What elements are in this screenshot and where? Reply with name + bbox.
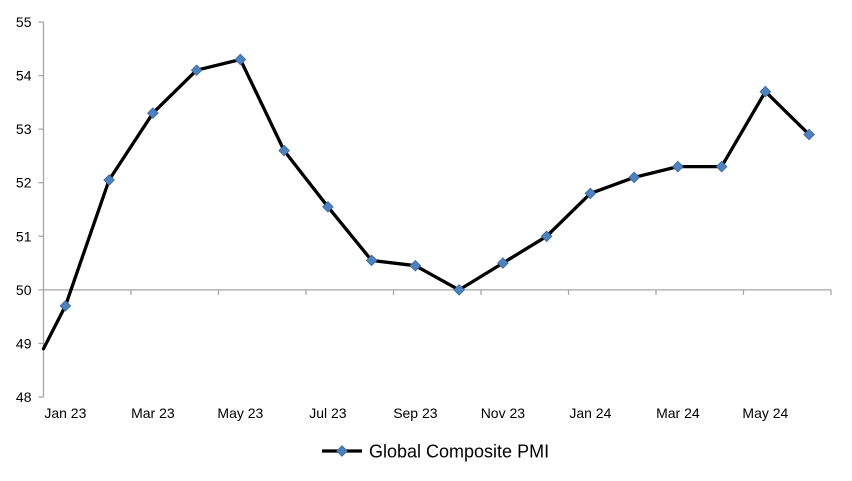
x-tick-label: Mar 23	[131, 405, 175, 421]
data-point-marker	[409, 259, 422, 272]
data-point-marker	[234, 53, 247, 66]
data-point-marker	[759, 85, 772, 98]
data-point-marker	[715, 160, 728, 173]
x-tick-label: Jul 23	[309, 405, 347, 421]
x-tick-label: Sep 23	[393, 405, 438, 421]
data-point-marker	[365, 254, 378, 267]
data-point-marker	[278, 144, 290, 157]
legend-diamond-marker-icon	[336, 445, 348, 457]
y-tick-label: 51	[16, 228, 32, 244]
x-tick-label: Jan 23	[44, 405, 86, 421]
series-group	[41, 53, 815, 351]
pmi-series-line	[41, 57, 811, 351]
y-tick-label: 53	[16, 121, 32, 137]
data-point-marker	[453, 284, 465, 296]
y-tick-label: 48	[16, 389, 32, 405]
y-tick-label: 54	[16, 68, 32, 84]
x-tick-label: Mar 24	[656, 405, 700, 421]
y-tick-label: 50	[16, 282, 32, 298]
data-point-marker	[672, 160, 684, 173]
y-tick-label: 55	[16, 14, 32, 30]
data-point-marker	[190, 64, 203, 77]
data-point-marker	[584, 187, 597, 200]
data-point-marker	[147, 107, 159, 119]
x-tick-label: May 23	[217, 405, 263, 421]
y-tick-label: 52	[16, 175, 32, 191]
x-tick-label: Jan 24	[569, 405, 611, 421]
x-tick-label: May 24	[742, 405, 788, 421]
legend: Global Composite PMI	[322, 442, 549, 462]
data-point-marker	[540, 230, 553, 243]
x-tick-label: Nov 23	[481, 405, 526, 421]
axis-labels-group: 55 54 53 52 51 50 49 48 Jan 23 Mar 23 May 23 Jul 23…	[16, 14, 789, 421]
data-point-marker	[628, 171, 640, 184]
data-point-marker	[322, 200, 334, 213]
data-point-marker	[103, 174, 115, 186]
legend-label: Global Composite PMI	[369, 442, 549, 462]
data-point-marker	[497, 257, 509, 269]
data-point-marker	[803, 128, 815, 141]
axes-group	[38, 21, 832, 398]
y-tick-label: 49	[16, 335, 32, 351]
data-point-marker	[59, 300, 72, 312]
